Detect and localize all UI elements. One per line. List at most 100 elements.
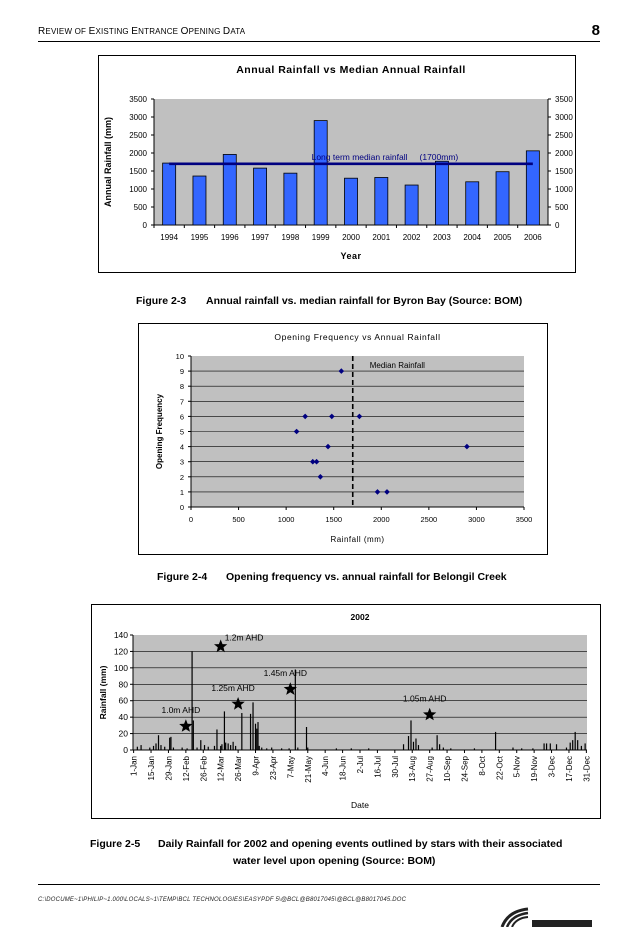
rainfall-bar <box>200 740 202 750</box>
data-point <box>325 443 331 450</box>
x-tick-label: 2002 <box>403 233 421 242</box>
footer-file-path: C:\DOCUME~1\PHILIP~1.000\LOCALS~1\TEMP\B… <box>38 897 407 903</box>
x-tick-label: 9-Apr <box>252 756 261 776</box>
rainfall-bar <box>545 743 548 750</box>
rainfall-bar <box>256 728 258 750</box>
rainfall-bar <box>417 745 420 750</box>
x-tick-label: 1000 <box>278 515 295 524</box>
rainfall-bar <box>136 746 138 750</box>
x-tick-label: 4-Jun <box>321 756 330 776</box>
y-tick-label: 80 <box>119 679 129 689</box>
rainfall-bar <box>172 747 175 750</box>
y-tick-label: 3000 <box>129 113 147 122</box>
rainfall-bar <box>297 747 299 750</box>
rainfall-bar <box>555 744 558 750</box>
bar <box>344 177 358 226</box>
rainfall-bar <box>191 651 193 750</box>
x-tick-label: 3000 <box>468 515 485 524</box>
rainfall-bar <box>140 745 142 750</box>
y-tick-label: 4 <box>180 443 184 452</box>
rainfall-bar <box>249 713 252 750</box>
figure-daily-rainfall: 2002 0 20 40 60 80 100 120 140 1-Jan 15-Jan 29-Jan 1… <box>91 604 601 819</box>
rainfall-bar <box>258 745 260 750</box>
running-title-cap-3: E <box>131 26 139 37</box>
x-tick-label: 1-Jan <box>130 756 139 776</box>
daily-rainfall-chart: 2002 0 20 40 60 80 100 120 140 1-Jan 15-Jan 29-Jan 1… <box>91 604 601 819</box>
rainfall-bar <box>225 742 227 750</box>
running-title-part-5: ATA <box>230 27 246 36</box>
x-tick-label: 2001 <box>372 233 390 242</box>
running-title: REVIEW OF EXISTING ENTRANCE OPENING DATA <box>38 26 245 37</box>
rainfall-bar <box>157 735 160 750</box>
bar <box>435 160 449 226</box>
rainfall-bar <box>281 748 283 750</box>
y-tick-label: 6 <box>180 412 184 421</box>
x-tick-label: 2004 <box>463 233 481 242</box>
opening-event-star-icon <box>423 707 437 721</box>
rainfall-bar <box>223 711 226 750</box>
y-tick-label: 20 <box>119 729 129 739</box>
y-tick-label: 7 <box>180 397 184 406</box>
y-axis-label: Rainfall (mm) <box>98 665 108 719</box>
bar <box>404 184 419 226</box>
data-point <box>313 458 320 465</box>
rainfall-bar <box>164 746 166 750</box>
y2-tick-label: 3000 <box>555 113 573 122</box>
opening-level-label: 1.0m AHD <box>161 705 200 715</box>
running-title-part-4: PENING <box>188 27 223 36</box>
caption-text: Annual rainfall vs. median rainfall for … <box>206 295 523 307</box>
bar <box>283 172 298 226</box>
chart-title: Opening Frequency vs Annual Rainfall <box>274 332 440 342</box>
running-title-cap-5: D <box>222 26 231 37</box>
bar <box>222 154 237 226</box>
bar <box>495 171 510 226</box>
data-point <box>338 368 345 374</box>
rainfall-bar <box>577 740 579 750</box>
opening-level-label: 1.25m AHD <box>211 683 254 693</box>
x-tick-label: 24-Sep <box>460 755 469 781</box>
opening-level-label: 1.05m AHD <box>403 694 446 704</box>
bar <box>465 181 480 226</box>
x-tick-label: 27-Aug <box>426 756 435 782</box>
data-point <box>317 474 324 480</box>
plot-area <box>133 635 587 750</box>
y-tick-label: 9 <box>180 367 184 376</box>
rainfall-bar <box>442 747 444 750</box>
running-title-cap-4: O <box>180 26 189 37</box>
rainfall-bar <box>186 748 188 750</box>
caption-number: Figure 2-4 <box>157 571 208 583</box>
rainfall-bar <box>572 740 574 750</box>
x-tick-label: 21-May <box>304 756 313 783</box>
median-label: Long term median rainfall <box>312 152 408 162</box>
page-header: REVIEW OF EXISTING ENTRANCE OPENING DATA… <box>38 22 600 42</box>
y-tick-label: 140 <box>114 630 128 640</box>
y-axis-label: Opening Frequency <box>155 393 164 469</box>
rainfall-bar <box>213 745 216 750</box>
figure-annual-rainfall: Annual Rainfall vs Median Annual Rainfal… <box>98 55 576 273</box>
figure-2-5-caption-line-2: water level upon opening (Source: BOM) <box>233 855 435 867</box>
opening-event-star-icon <box>214 639 228 653</box>
rainfall-bar <box>252 702 254 750</box>
opening-level-label: 1.45m AHD <box>264 668 307 678</box>
y-tick-label: 100 <box>114 663 128 673</box>
rainfall-bar <box>181 747 183 750</box>
y2-tick-label: 500 <box>555 203 569 212</box>
rainfall-bar <box>254 723 257 750</box>
x-tick-label: 1997 <box>251 233 269 242</box>
bar <box>253 167 267 226</box>
opening-level-label: 1.2m AHD <box>225 633 264 643</box>
data-point <box>309 458 316 465</box>
x-tick-label: 0 <box>189 515 193 524</box>
rainfall-bar <box>160 745 162 750</box>
y-tick-label: 3 <box>180 458 184 467</box>
rainfall-bar <box>232 741 234 750</box>
rainfall-bar <box>203 745 206 750</box>
x-tick-label: 2006 <box>524 233 542 242</box>
rainfall-bar <box>574 731 576 750</box>
rainfall-bar <box>170 736 172 750</box>
x-tick-label: 1500 <box>325 515 342 524</box>
x-tick-label: 18-Jun <box>339 756 348 780</box>
caption-number: Figure 2-3 <box>136 295 187 307</box>
y-axis-label: Annual Rainfall (mm) <box>103 117 113 207</box>
rainfall-bar <box>450 748 452 750</box>
